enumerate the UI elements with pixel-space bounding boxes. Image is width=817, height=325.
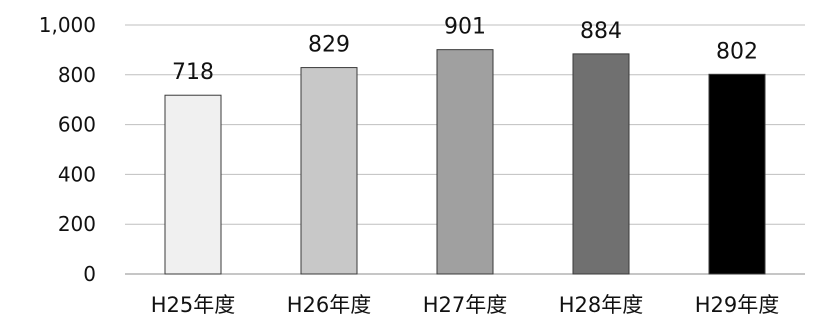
data-label: 901 bbox=[444, 15, 486, 40]
y-tick-label: 200 bbox=[58, 212, 96, 236]
data-label: 718 bbox=[172, 60, 214, 85]
bars bbox=[164, 49, 766, 275]
y-axis-tick-labels: 0 200 400 600 800 1,000 bbox=[39, 13, 96, 286]
y-tick-label: 800 bbox=[58, 63, 96, 87]
x-category-label: H26年度 bbox=[287, 293, 372, 317]
bar-H27年度 bbox=[436, 49, 494, 275]
y-tick-label: 400 bbox=[58, 162, 96, 186]
x-category-label: H27年度 bbox=[423, 293, 508, 317]
x-category-label: H29年度 bbox=[695, 293, 780, 317]
y-tick-label: 600 bbox=[58, 113, 96, 137]
data-label: 884 bbox=[580, 19, 622, 44]
data-label: 829 bbox=[308, 33, 350, 58]
bar-H26年度 bbox=[300, 67, 358, 275]
data-labels: 718 829 901 884 802 bbox=[172, 15, 758, 86]
bar-H25年度 bbox=[164, 94, 222, 275]
y-tick-label: 0 bbox=[83, 262, 96, 286]
x-category-label: H28年度 bbox=[559, 293, 644, 317]
x-category-label: H25年度 bbox=[151, 293, 236, 317]
x-axis-category-labels: H25年度 H26年度 H27年度 H28年度 H29年度 bbox=[151, 293, 780, 317]
bar-H29年度 bbox=[708, 73, 766, 275]
data-label: 802 bbox=[716, 39, 758, 64]
bar-H28年度 bbox=[572, 53, 630, 275]
y-tick-label: 1,000 bbox=[39, 13, 96, 37]
